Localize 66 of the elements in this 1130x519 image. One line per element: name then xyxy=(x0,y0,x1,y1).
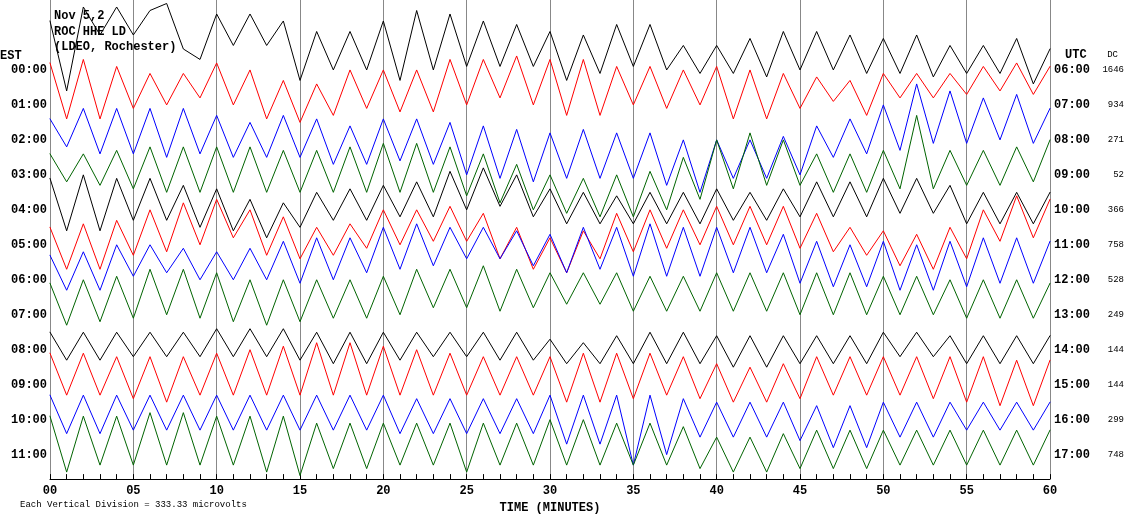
line-series xyxy=(49,55,1051,123)
x-tick-label: 60 xyxy=(1042,484,1058,499)
line-series xyxy=(49,3,1051,92)
x-tick-label: 50 xyxy=(876,484,891,499)
text: Each Vertical Division = 333.33 microvolts xyxy=(20,499,247,510)
text: Nov 5,2 xyxy=(54,9,105,23)
text: 249 xyxy=(1107,309,1124,320)
line-series xyxy=(49,167,1051,239)
y-tick-label: 06:00 xyxy=(10,272,47,287)
text: 271 xyxy=(1107,134,1124,145)
line-series xyxy=(49,342,1051,407)
text: 144 xyxy=(1107,379,1124,390)
y2-tick-label: 13:00 xyxy=(1054,307,1091,322)
line-series xyxy=(49,412,1051,477)
y2-axis-title: UTC xyxy=(1065,48,1087,62)
x-axis-title: TIME (MINUTES) xyxy=(499,501,601,515)
y-tick-label: 07:00 xyxy=(10,307,47,322)
text: 299 xyxy=(1107,414,1124,425)
x-tick-label: 30 xyxy=(542,484,558,499)
text: DC xyxy=(1107,49,1119,60)
x-tick-label: 40 xyxy=(709,484,724,499)
y-tick-label: 11:00 xyxy=(10,447,47,462)
y-tick-label: 10:00 xyxy=(10,412,47,427)
y-tick-label: 03:00 xyxy=(10,167,47,182)
y2-tick-label: 12:00 xyxy=(1054,272,1091,287)
text: 52 xyxy=(1113,169,1124,180)
line-series xyxy=(49,328,1051,368)
x-tick-label: 10 xyxy=(209,484,224,499)
x-tick-label: 35 xyxy=(626,484,641,499)
y2-tick-label: 14:00 xyxy=(1054,342,1091,357)
y-tick-label: 02:00 xyxy=(10,132,47,147)
text: 758 xyxy=(1107,239,1124,250)
y2-tick-label: 08:00 xyxy=(1054,132,1091,147)
y2-tick-label: 10:00 xyxy=(1054,202,1091,217)
x-tick-label: 25 xyxy=(459,484,474,499)
y-tick-label: 04:00 xyxy=(10,202,47,217)
x-tick-label: 00 xyxy=(42,484,58,499)
y2-tick-label: 07:00 xyxy=(1054,97,1091,112)
x-tick-label: 45 xyxy=(792,484,808,499)
x-tick-label: 55 xyxy=(959,484,974,499)
y2-tick-label: 17:00 xyxy=(1054,447,1091,462)
line-series xyxy=(49,265,1051,326)
y-tick-label: 00:00 xyxy=(10,62,47,77)
y2-tick-label: 11:00 xyxy=(1054,237,1091,252)
y2-tick-label: 06:00 xyxy=(1054,62,1091,77)
y-axis-title: EST xyxy=(0,49,22,63)
x-tick-label: 20 xyxy=(376,484,391,499)
text: 1646 xyxy=(1102,64,1124,75)
y-tick-label: 01:00 xyxy=(10,97,47,112)
line-series xyxy=(49,114,1051,218)
text: 934 xyxy=(1107,99,1124,110)
y2-tick-label: 09:00 xyxy=(1054,167,1091,182)
text: 366 xyxy=(1107,204,1124,215)
x-tick-label: 15 xyxy=(292,484,308,499)
y2-tick-label: 16:00 xyxy=(1054,412,1091,427)
y2-tick-label: 15:00 xyxy=(1054,377,1091,392)
x-tick-label: 05 xyxy=(126,484,141,499)
text: 144 xyxy=(1107,344,1124,355)
line-series xyxy=(49,223,1051,291)
text: 528 xyxy=(1107,274,1124,285)
line-series xyxy=(49,83,1051,193)
text: 748 xyxy=(1107,449,1124,460)
y-tick-label: 09:00 xyxy=(10,377,47,392)
y-tick-label: 05:00 xyxy=(10,237,47,252)
y-tick-label: 08:00 xyxy=(10,342,47,357)
line-series xyxy=(49,394,1051,466)
